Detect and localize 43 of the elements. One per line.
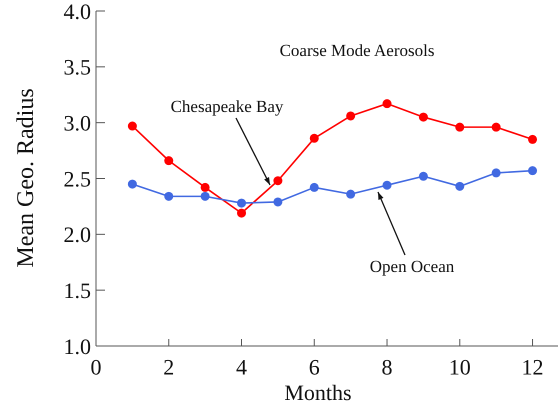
x-tick-label: 4 xyxy=(236,354,248,380)
x-tick-label: 6 xyxy=(308,354,320,380)
point xyxy=(346,111,356,120)
point xyxy=(273,176,282,186)
point xyxy=(128,122,137,131)
x-axis-title: Months xyxy=(284,380,352,405)
point xyxy=(492,122,501,132)
y-tick-label: 1.0 xyxy=(64,334,91,359)
series-label: Chesapeake Bay xyxy=(170,97,284,116)
y-tick-label: 3.0 xyxy=(64,110,91,136)
point xyxy=(492,168,501,178)
point xyxy=(310,134,319,143)
point xyxy=(382,99,392,108)
point xyxy=(128,180,137,189)
x-tick-label: 2 xyxy=(163,354,174,380)
point xyxy=(418,112,428,122)
y-tick-label: 2.0 xyxy=(64,222,91,248)
y-tick-label: 2.5 xyxy=(64,166,91,192)
y-tick-label: 4.0 xyxy=(64,0,91,24)
x-tick-label: 8 xyxy=(382,354,393,380)
y-tick-label: 1.5 xyxy=(64,278,91,303)
point xyxy=(200,182,210,192)
point xyxy=(164,156,174,166)
point xyxy=(528,134,538,144)
point xyxy=(528,166,538,176)
point xyxy=(382,180,392,190)
point xyxy=(273,197,282,206)
point xyxy=(455,122,464,132)
y-axis-title: Mean Geo. Radius xyxy=(13,88,39,268)
x-tick-label: 12 xyxy=(522,354,544,380)
text: Open Ocean xyxy=(370,257,455,276)
point xyxy=(346,190,356,199)
y-tick-label: 3.5 xyxy=(64,54,91,80)
point xyxy=(237,208,246,218)
x-tick-label: 0 xyxy=(90,354,102,380)
point xyxy=(455,182,464,191)
point xyxy=(310,182,319,192)
point xyxy=(164,192,174,201)
text: Coarse Mode Aerosols xyxy=(280,41,434,60)
x-tick-label: 10 xyxy=(448,354,471,380)
point xyxy=(418,172,428,181)
point xyxy=(200,192,210,201)
point xyxy=(237,198,246,208)
